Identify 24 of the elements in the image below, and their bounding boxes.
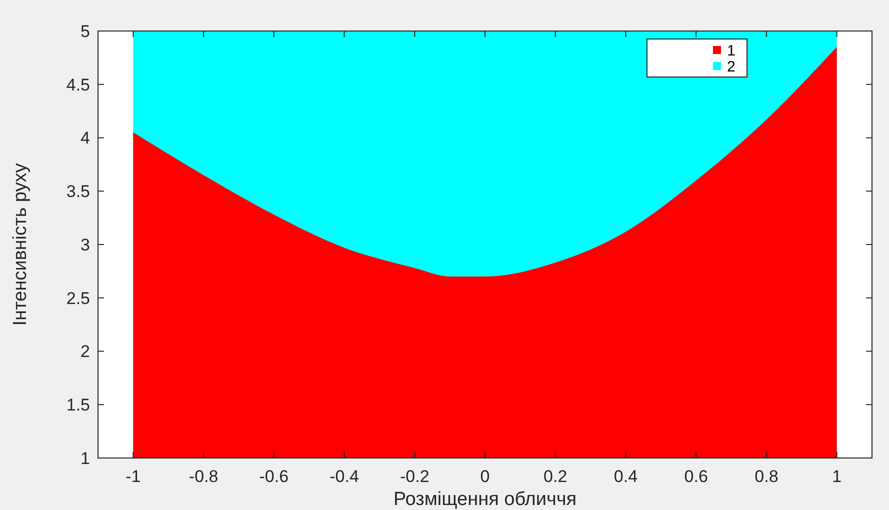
x-tick-label: 0 (480, 467, 490, 486)
y-tick-label: 4 (80, 128, 90, 148)
x-tick-label: -1 (126, 467, 141, 486)
y-tick-label: 1.5 (66, 396, 90, 415)
x-axis-title: Розміщення обличчя (393, 489, 577, 510)
legend-label: 1 (727, 42, 736, 60)
x-tick-label: -0.2 (400, 467, 430, 486)
y-axis-title: Інтенсивність руху (10, 162, 31, 326)
y-tick-label: 2.5 (66, 288, 90, 308)
x-tick-label: -0.4 (330, 467, 359, 486)
y-tick-label: 3 (80, 235, 90, 254)
x-tick-label: 0.6 (684, 467, 708, 486)
y-tick-label: 5 (80, 22, 90, 41)
y-tick-label: 2 (80, 342, 90, 362)
x-tick-label: 1 (832, 467, 842, 486)
x-tick-label: -0.8 (188, 467, 218, 486)
x-tick-label: 0.2 (544, 467, 568, 486)
x-tick-label: 0.8 (754, 467, 778, 486)
x-tick-label: 0.4 (614, 467, 638, 486)
x-tick-label: -0.6 (259, 467, 289, 486)
legend-label: 2 (727, 58, 736, 76)
y-tick-label: 4.5 (66, 75, 90, 94)
y-tick-label: 3.5 (66, 182, 90, 202)
y-tick-label: 1 (80, 448, 90, 468)
